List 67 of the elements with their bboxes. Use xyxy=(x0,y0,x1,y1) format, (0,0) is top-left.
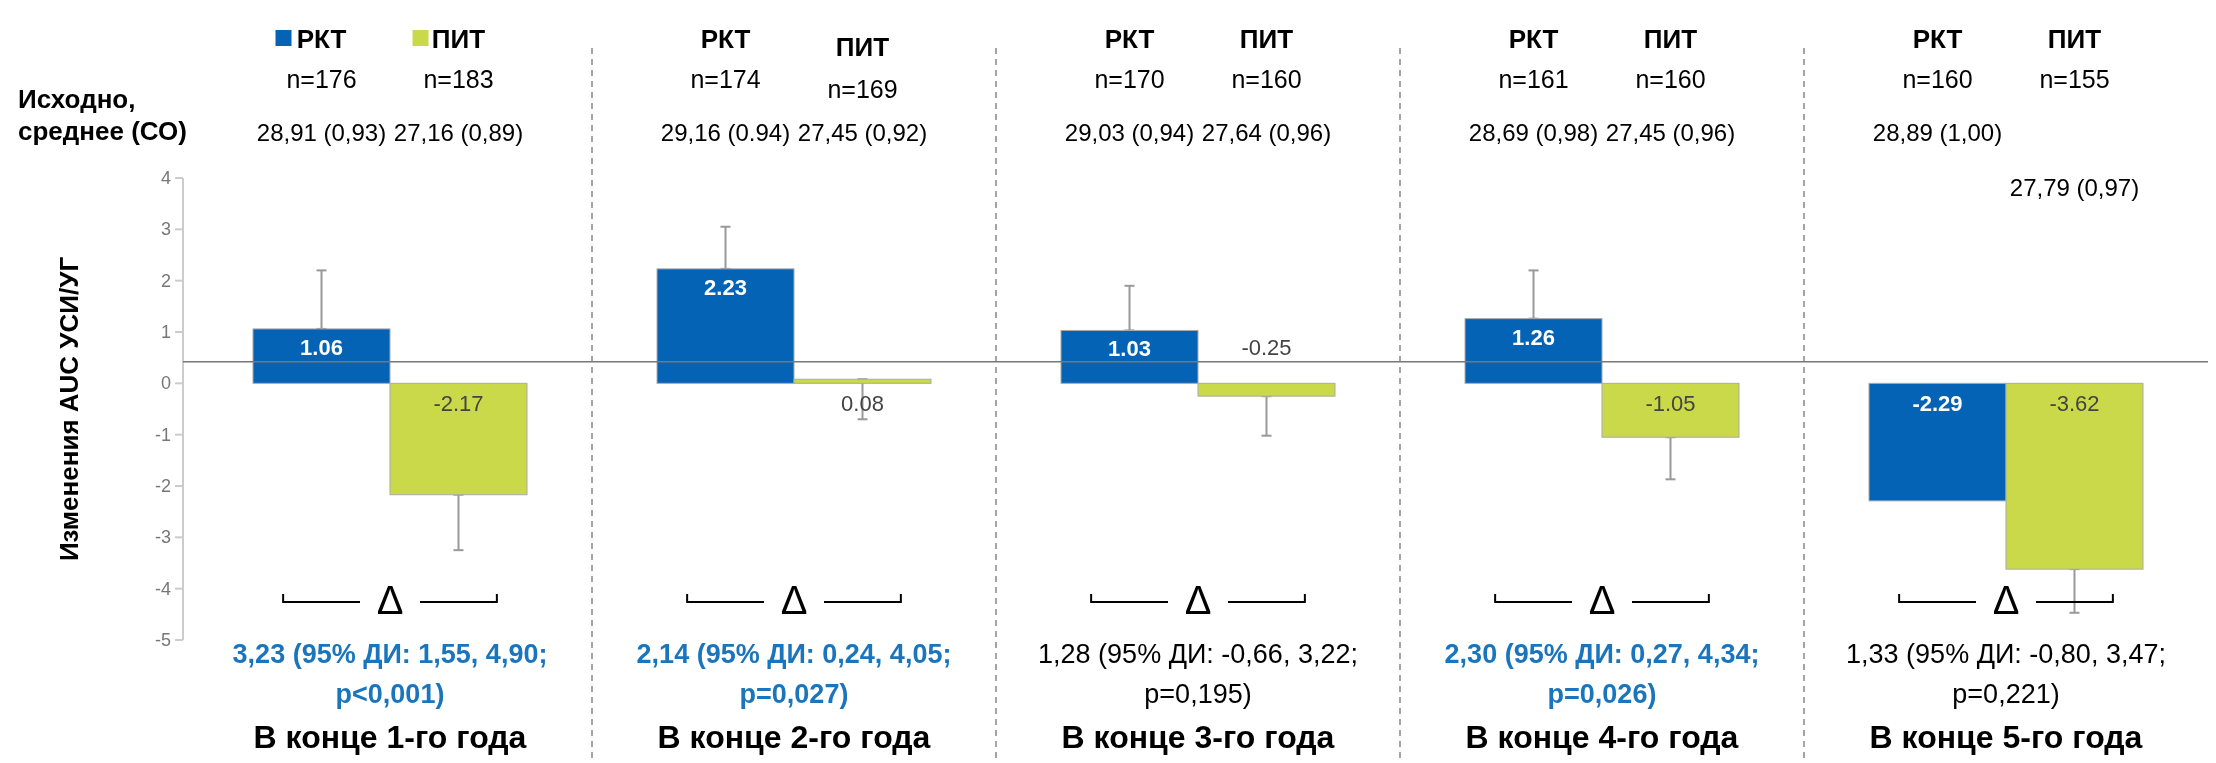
y-tick-label: -2 xyxy=(154,476,171,496)
data-label: 0.08 xyxy=(841,391,884,417)
annotation: Δ xyxy=(376,578,404,622)
x-tick-label: В конце 1-го года xyxy=(253,719,527,755)
text: n=170 xyxy=(1094,65,1165,93)
y-tick-label: 1 xyxy=(160,322,171,342)
legend-label: РКТ xyxy=(296,24,347,54)
text: ПИТ xyxy=(1643,24,1698,54)
text: РКТ xyxy=(1104,24,1155,54)
text: 28,89 (1,00) xyxy=(1872,119,2003,146)
data-label: 1.03 xyxy=(1108,336,1151,362)
annotation: Δ xyxy=(1184,578,1212,622)
text: n=160 xyxy=(1231,65,1302,93)
text: 29,03 (0,94) xyxy=(1064,119,1195,146)
annotation: Δ xyxy=(780,578,808,622)
text: n=176 xyxy=(286,65,357,93)
annotation: 2,30 (95% ДИ: 0,27, 4,34; p=0,026) xyxy=(1444,639,1760,709)
y-tick-label: -3 xyxy=(154,527,171,548)
data-label: 1.26 xyxy=(1512,324,1555,350)
legend-label: ПИТ xyxy=(431,24,486,54)
text: n=174 xyxy=(690,65,761,93)
text: РКТ xyxy=(1912,24,1963,54)
text: 27,45 (0,96) xyxy=(1605,119,1736,146)
text: 27,45 (0,92) xyxy=(797,119,928,146)
annotation: 1,33 (95% ДИ: -0,80, 3,47; p=0,221) xyxy=(1846,639,2166,709)
annotation: 2,14 (95% ДИ: 0,24, 4,05; p=0,027) xyxy=(636,639,952,709)
y-tick-label: -1 xyxy=(154,424,171,445)
y-tick-label: 2 xyxy=(160,270,171,291)
x-tick-label: В конце 4-го года xyxy=(1465,719,1739,755)
y-tick-label: 3 xyxy=(160,219,171,240)
text: ПИТ xyxy=(2047,24,2102,54)
text: 27,16 (0,89) xyxy=(393,119,524,146)
text: n=160 xyxy=(1635,65,1706,93)
data-label: -2.29 xyxy=(1912,391,1963,417)
text: 29,16 (0.94) xyxy=(660,119,791,146)
text: n=160 xyxy=(1902,65,1973,93)
annotation: 3,23 (95% ДИ: 1,55, 4,90; p<0,001) xyxy=(232,639,548,709)
text: 28,91 (0,93) xyxy=(256,119,387,146)
y-axis-title: Изменения AUC УСИ/УГ xyxy=(54,256,84,562)
annotation: Δ xyxy=(1992,578,2020,622)
text: 28,69 (0,98) xyxy=(1468,119,1599,146)
y-tick-label: -5 xyxy=(154,630,171,650)
data-label: -2.17 xyxy=(433,391,484,417)
data-label: 2.23 xyxy=(704,274,747,300)
x-tick-label: В конце 3-го года xyxy=(1061,719,1335,755)
text: ПИТ xyxy=(1239,24,1294,54)
data-label: -3.62 xyxy=(2049,391,2100,417)
annotation: 27,79 (0,97) xyxy=(2009,174,2140,201)
x-tick-label: В конце 2-го года xyxy=(657,719,931,755)
text: n=169 xyxy=(827,75,898,103)
data-label: 1.06 xyxy=(300,334,343,360)
text: 27,64 (0,96) xyxy=(1201,119,1332,146)
text: Исходно, среднее (СО) xyxy=(18,84,187,146)
text: n=183 xyxy=(423,65,494,93)
text: РКТ xyxy=(700,24,751,54)
y-tick-label: 0 xyxy=(160,373,171,394)
data-label: -1.05 xyxy=(1645,391,1696,417)
text: ПИТ xyxy=(835,32,890,62)
text: n=155 xyxy=(2039,65,2110,93)
y-tick-label: -4 xyxy=(154,578,171,599)
text: РКТ xyxy=(1508,24,1559,54)
x-tick-label: В конце 5-го года xyxy=(1869,719,2143,755)
y-tick-label: 4 xyxy=(160,168,171,188)
data-label: -0.25 xyxy=(1241,335,1292,361)
text: n=161 xyxy=(1498,65,1569,93)
annotation: Δ xyxy=(1588,578,1616,622)
annotation: 1,28 (95% ДИ: -0,66, 3,22; p=0,195) xyxy=(1038,639,1358,709)
